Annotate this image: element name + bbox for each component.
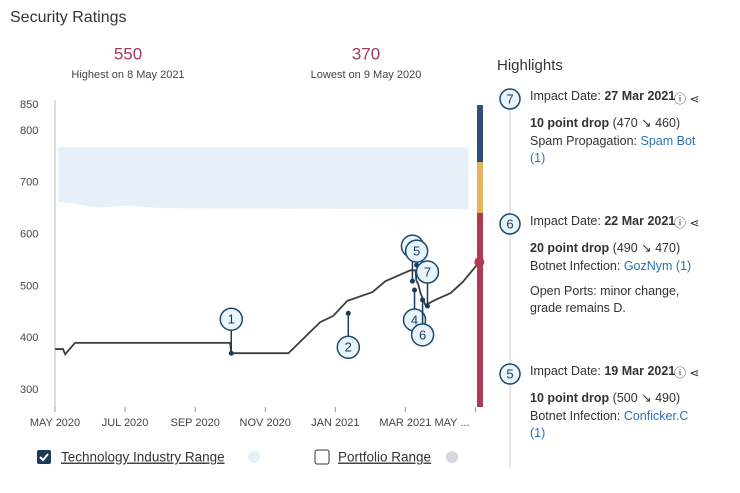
item-icons[interactable]: ⓘ ⋖	[674, 92, 700, 106]
event-dot	[345, 310, 351, 316]
event-marker[interactable]	[410, 323, 435, 347]
current-rating-dot	[474, 257, 485, 268]
date: 27 Mar 2021	[604, 89, 676, 103]
legend-dot	[248, 451, 260, 463]
stat-label: Lowest on 9 May 2020	[311, 69, 422, 81]
highlight-item: Impact Date: 19 Mar 2021 10 point drop (5…	[530, 363, 702, 450]
finding: Spam Propagation: Spam Bot (1)	[530, 133, 702, 167]
event-label: 1	[228, 312, 235, 327]
event-label: 2	[345, 340, 352, 355]
x-tick-label: MAY 2020	[30, 417, 80, 429]
drop-amount: 20 point drop	[530, 241, 610, 255]
y-tick-label: 400	[20, 332, 38, 344]
stat-value: 550	[114, 44, 142, 63]
drop-change: (500 ↘ 490)	[612, 391, 681, 405]
event-marker[interactable]	[415, 260, 440, 284]
drop-amount: 10 point drop	[530, 391, 610, 405]
finding-link[interactable]: Spam Bot (1)	[530, 134, 696, 165]
finding: Botnet Infection: Conficker.C (1)	[530, 408, 702, 442]
event-dot	[424, 303, 430, 309]
x-tick-label: SEP 2020	[170, 417, 219, 429]
finding-note: Open Ports: minor change, grade remains …	[530, 284, 680, 315]
finding-link[interactable]: Conficker.C (1)	[530, 409, 689, 440]
finding-category: Spam Propagation:	[530, 134, 638, 148]
highlights-title: Highlights	[497, 57, 563, 74]
finding: Botnet Infection: GozNym (1)	[530, 258, 702, 275]
drop-change: (470 ↘ 460)	[612, 116, 681, 130]
event-dot	[412, 287, 418, 293]
drop: 10 point drop (470 ↘ 460)	[530, 115, 702, 132]
checkbox-box[interactable]	[37, 450, 51, 464]
drop: 10 point drop (500 ↘ 490)	[530, 390, 702, 407]
timeline-marker	[499, 363, 521, 385]
impact-date: Impact Date: 22 Mar 2021	[530, 213, 702, 230]
finding-category: Botnet Infection:	[530, 409, 621, 423]
widget-title: Security Ratings	[10, 9, 127, 26]
date: 22 Mar 2021	[604, 214, 676, 228]
x-tick-label: MAR 2021	[379, 417, 431, 429]
item-icons[interactable]: ⓘ ⋖	[674, 366, 700, 380]
x-tick-label: JUL 2020	[102, 417, 149, 429]
drop: 20 point drop (490 ↘ 470)	[530, 240, 702, 257]
grade-bar	[477, 213, 483, 407]
event-label: 5	[413, 244, 420, 259]
x-tick-label: JAN 2021	[311, 417, 359, 429]
timeline-number: 7	[506, 91, 513, 106]
stat-value: 370	[352, 44, 380, 63]
event-label: 6	[419, 327, 426, 342]
item-icons[interactable]: ⓘ ⋖	[674, 216, 700, 230]
x-tick-label: MAY ...	[434, 417, 469, 429]
event-label: 4	[411, 312, 418, 327]
date: 19 Mar 2021	[604, 364, 676, 378]
industry-range	[58, 146, 469, 210]
timeline-marker	[499, 88, 521, 110]
y-tick-label: 850	[20, 99, 38, 111]
y-tick-label: 700	[20, 177, 38, 189]
check-icon	[39, 453, 49, 462]
legend-label[interactable]: Technology Industry Range	[61, 450, 225, 465]
date-label: Impact Date:	[530, 214, 601, 228]
timeline-number: 5	[506, 366, 513, 381]
timeline-marker	[499, 213, 521, 235]
event-dot	[420, 297, 426, 303]
y-tick-label: 500	[20, 280, 38, 292]
grade-bar	[477, 105, 483, 162]
y-tick-label: 600	[20, 228, 38, 240]
y-tick-label: 800	[20, 125, 38, 137]
finding-link[interactable]: GozNym (1)	[623, 259, 692, 273]
checkbox-box[interactable]	[314, 449, 330, 465]
finding-category: Botnet Infection:	[530, 259, 621, 273]
impact-date: Impact Date: 19 Mar 2021	[530, 363, 702, 380]
date-label: Impact Date:	[530, 364, 601, 378]
highlight-item: Impact Date: 22 Mar 2021 20 point drop (4…	[530, 213, 702, 324]
event-dot	[409, 278, 415, 284]
grade-bar	[477, 162, 483, 213]
highlight-item: Impact Date: 27 Mar 2021 10 point drop (4…	[530, 88, 702, 175]
event-label: 7	[424, 264, 431, 279]
checkbox[interactable]	[37, 450, 51, 464]
event-marker[interactable]	[404, 239, 429, 263]
legend-label[interactable]: Portfolio Range	[338, 450, 431, 465]
legend-dot	[446, 451, 458, 463]
timeline-number: 6	[506, 216, 513, 231]
drop-amount: 10 point drop	[530, 116, 610, 130]
event-marker[interactable]	[219, 307, 244, 331]
stat-label: Highest on 8 May 2021	[71, 69, 184, 81]
event-dot	[228, 350, 234, 356]
impact-date: Impact Date: 27 Mar 2021	[530, 88, 702, 105]
event-marker[interactable]	[336, 335, 361, 360]
rating-line	[55, 261, 481, 356]
date-label: Impact Date:	[530, 89, 601, 103]
drop-change: (490 ↘ 470)	[612, 241, 681, 255]
x-tick-label: NOV 2020	[240, 417, 291, 429]
y-tick-label: 300	[20, 384, 38, 396]
